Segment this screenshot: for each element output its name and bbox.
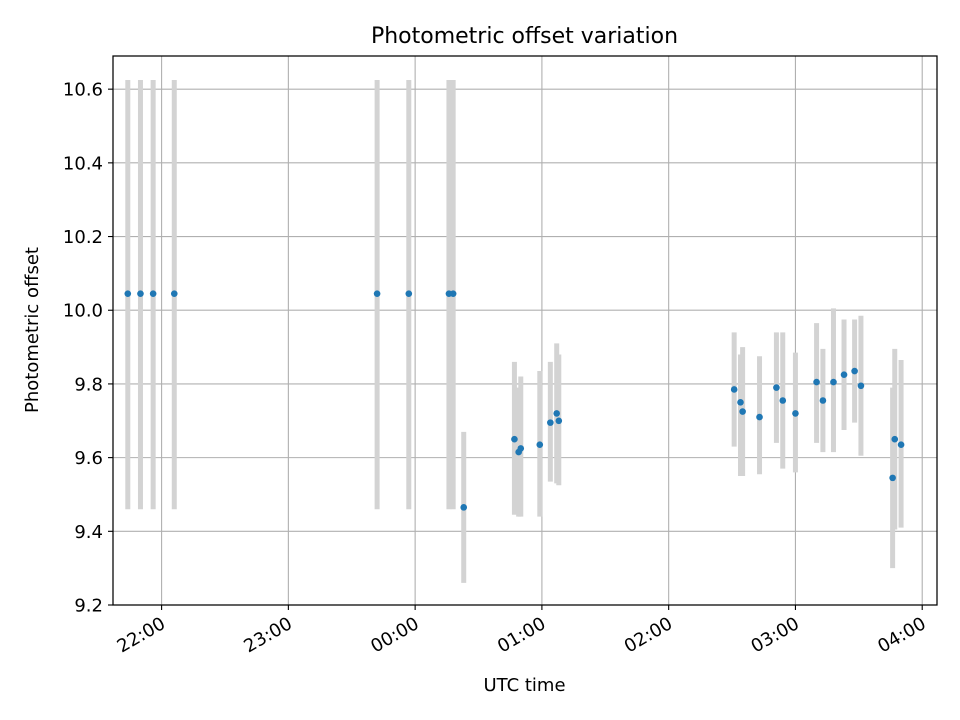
- data-point: [547, 419, 554, 426]
- data-point: [840, 371, 848, 379]
- data-point: [730, 386, 738, 393]
- y-tick-label: 10.4: [63, 153, 103, 174]
- data-point: [819, 397, 827, 404]
- data-point: [555, 417, 563, 425]
- data-point: [773, 384, 780, 391]
- data-point: [536, 441, 544, 449]
- y-tick-label: 10.2: [63, 227, 103, 248]
- y-tick-label: 9.8: [74, 374, 103, 395]
- data-point: [170, 290, 178, 297]
- data-point: [373, 290, 381, 297]
- data-point: [891, 435, 899, 443]
- data-point: [813, 378, 820, 386]
- data-point: [137, 290, 144, 297]
- data-point: [756, 413, 763, 421]
- data-point: [857, 382, 865, 390]
- data-point: [405, 290, 413, 297]
- data-point: [739, 408, 746, 415]
- y-axis: 9.2 9.4 9.6 9.8 10.0 10.2 10.4 10.6: [63, 80, 113, 617]
- data-point: [792, 410, 799, 417]
- data-point: [460, 504, 468, 511]
- data-point: [149, 290, 157, 297]
- data-point: [851, 367, 858, 375]
- data-point: [553, 410, 560, 417]
- x-axis-label: UTC time: [483, 675, 565, 696]
- data-points: [124, 290, 905, 511]
- data-point: [511, 435, 518, 443]
- data-point: [830, 378, 837, 386]
- data-point: [449, 290, 457, 297]
- data-point: [897, 441, 905, 449]
- plot-frame: [112, 55, 938, 606]
- chart-title: Photometric offset variation: [371, 24, 678, 49]
- y-tick-label: 9.4: [74, 522, 103, 543]
- data-point: [779, 397, 787, 404]
- data-point: [889, 474, 896, 482]
- y-tick-label: 10.6: [63, 80, 103, 101]
- data-point: [517, 445, 525, 452]
- data-point: [737, 399, 744, 406]
- data-point: [124, 290, 132, 297]
- y-tick-label: 9.6: [74, 448, 103, 469]
- y-tick-label: 10.0: [63, 301, 103, 322]
- y-axis-label: Photometric offset: [22, 247, 43, 413]
- y-tick-label: 9.2: [74, 596, 103, 617]
